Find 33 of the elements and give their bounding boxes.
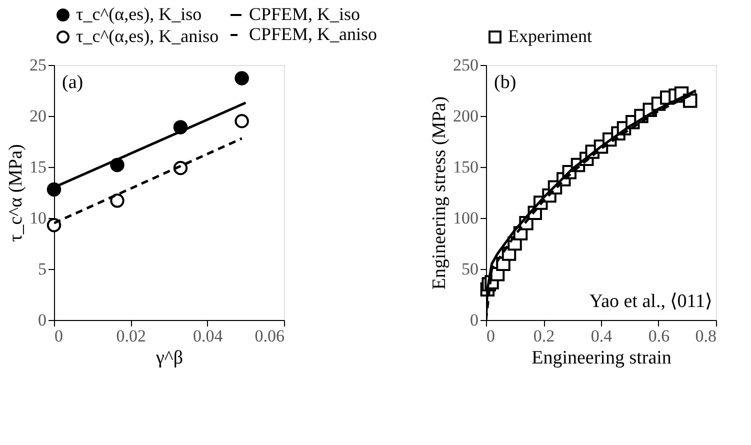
y-tick-label: 5 [38,260,46,278]
y-axis-title: τ_c^α (MPa) [6,144,26,242]
y-tick-label: 25 [30,56,46,74]
y-tick-label: 100 [453,208,478,228]
annotation: (b) [494,72,516,93]
x-tick-label: 0.04 [192,326,224,346]
legend-label: τ_c^(α,es), K_aniso [76,26,219,46]
legend-label: CPFEM, K_iso [249,4,360,24]
y-tick-label: 20 [30,106,46,126]
y-tick-label: 10 [30,208,46,228]
x-axis-title: Engineering strain [532,348,672,368]
x-tick-label: 0 [54,326,63,346]
x-tick-label: 0 [486,326,495,346]
y-tick-label: 150 [453,158,478,176]
legend-label: τ_c^(α,es), K_iso [76,4,202,24]
y-tick-label: 0 [470,310,478,330]
x-tick-label: 0.2 [533,326,555,346]
y-tick-label: 250 [453,56,478,74]
x-tick-label: 0.02 [116,326,146,346]
y-tick-label: 15 [30,158,46,176]
x-tick-label: 0.06 [254,326,284,346]
legend-label: CPFEM, K_aniso [249,24,378,44]
y-tick-label: 0 [38,310,46,330]
y-tick-label: 50 [462,260,478,278]
x-tick-label: 0.8 [695,326,716,346]
legend-label: Experiment [508,26,592,46]
y-axis-title: Engineering stress (MPa) [429,96,450,290]
x-tick-label: 0.6 [648,326,670,346]
annotation: Yao et al., ⟨011⟩ [589,291,712,312]
y-tick-label: 200 [453,106,478,126]
x-tick-label: 0.4 [590,326,613,346]
x-axis-title: γ^β [155,348,183,368]
annotation: (a) [62,72,84,93]
